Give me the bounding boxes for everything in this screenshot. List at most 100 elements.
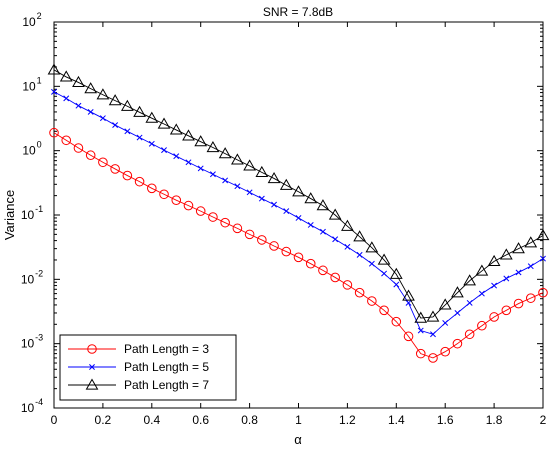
data-point-triangle (96, 88, 110, 100)
data-point-triangle (231, 153, 244, 165)
data-point-x (222, 177, 229, 184)
data-point-circle (110, 164, 120, 174)
legend-label: Path Length = 7 (124, 378, 209, 392)
series-line (53, 69, 544, 319)
data-point-triangle (536, 228, 550, 241)
data-point-circle (269, 241, 279, 251)
data-point-triangle (402, 289, 415, 301)
legend-entry: Path Length = 5 (68, 360, 209, 374)
data-point-x (381, 270, 388, 277)
data-point-circle (122, 170, 133, 181)
data-point-triangle (353, 230, 366, 242)
data-point-x (466, 299, 473, 306)
data-point-x (295, 214, 302, 221)
x-axis-label: α (294, 432, 302, 447)
data-point-x (332, 236, 339, 243)
data-point-circle (195, 206, 206, 216)
data-point-circle (477, 320, 487, 331)
x-tick-label: 0.8 (241, 413, 258, 427)
data-point-x (89, 364, 95, 370)
data-point-x (442, 319, 449, 326)
data-point-triangle (243, 159, 256, 171)
x-tick-label: 1 (295, 413, 302, 427)
data-point-triangle (267, 171, 281, 184)
legend-entry: Path Length = 7 (68, 378, 209, 392)
data-point-circle (134, 176, 145, 187)
data-point-circle (171, 195, 182, 205)
y-tick-label: 10-2 (21, 268, 43, 286)
data-point-x (209, 171, 216, 178)
data-point-x (246, 189, 253, 196)
data-point-circle (159, 189, 169, 200)
x-tick-label: 1.2 (339, 413, 356, 427)
data-point-triangle (85, 378, 99, 390)
data-point-circle (513, 298, 524, 309)
legend: Path Length = 3 Path Length = 5 Path Lengt… (59, 334, 237, 401)
x-tick-label: 0 (51, 413, 58, 427)
data-point-circle (464, 329, 475, 340)
data-point-circle (501, 305, 512, 316)
data-point-triangle (194, 135, 208, 147)
data-point-circle (244, 229, 255, 240)
data-point-triangle (438, 298, 452, 310)
data-point-circle (452, 338, 463, 349)
data-point-x (124, 128, 131, 135)
data-point-x (319, 228, 326, 235)
data-point-circle (403, 331, 414, 342)
data-point-circle (281, 246, 292, 257)
data-point-triangle (169, 123, 183, 135)
data-point-x (405, 299, 412, 306)
data-point-x (344, 243, 351, 250)
data-point-x (197, 165, 204, 172)
data-point-triangle (120, 99, 134, 111)
data-point-triangle (512, 242, 525, 254)
data-point-triangle (145, 111, 159, 123)
data-point-x (417, 327, 424, 334)
data-point-circle (183, 200, 194, 211)
series-layer (47, 63, 550, 363)
data-point-circle (379, 305, 389, 316)
data-point-triangle (182, 129, 195, 141)
data-point-x (258, 195, 265, 202)
data-point-circle (98, 157, 108, 168)
chart-title: SNR = 7.8dB (263, 5, 333, 19)
data-point-triangle (304, 192, 318, 204)
data-point-x (173, 153, 180, 160)
data-point-x (234, 183, 241, 190)
data-point-triangle (255, 165, 269, 177)
data-point-triangle (451, 286, 464, 298)
y-axis-label: Variance (2, 190, 17, 240)
data-point-x (185, 159, 192, 166)
data-point-x (136, 134, 143, 141)
data-point-x (491, 282, 498, 289)
data-point-x (283, 208, 290, 215)
series (49, 127, 548, 363)
x-tick-label: 2 (540, 413, 547, 427)
data-point-circle (428, 353, 438, 363)
series (47, 63, 550, 323)
data-point-x (393, 281, 400, 288)
data-point-triangle (389, 267, 403, 279)
data-point-triangle (47, 63, 61, 75)
data-point-triangle (365, 241, 379, 253)
data-point-triangle (463, 274, 477, 286)
data-point-circle (525, 293, 536, 303)
data-point-circle (232, 223, 243, 234)
x-tick-label: 0.6 (192, 413, 209, 427)
data-point-circle (489, 312, 499, 322)
x-tick-label: 0.2 (95, 413, 112, 427)
x-tick-label: 1.8 (486, 413, 503, 427)
data-point-triangle (475, 264, 489, 276)
y-tick-label: 10-4 (21, 397, 43, 415)
data-point-triangle (72, 75, 85, 88)
data-point-x (503, 275, 510, 282)
data-point-triangle (59, 70, 73, 82)
data-point-circle (208, 212, 218, 222)
legend-label: Path Length = 3 (124, 342, 209, 356)
data-point-triangle (414, 311, 428, 323)
data-point-triangle (487, 254, 501, 267)
data-point-x (75, 102, 82, 109)
y-tick-label: 102 (22, 11, 41, 29)
data-point-circle (342, 280, 353, 290)
